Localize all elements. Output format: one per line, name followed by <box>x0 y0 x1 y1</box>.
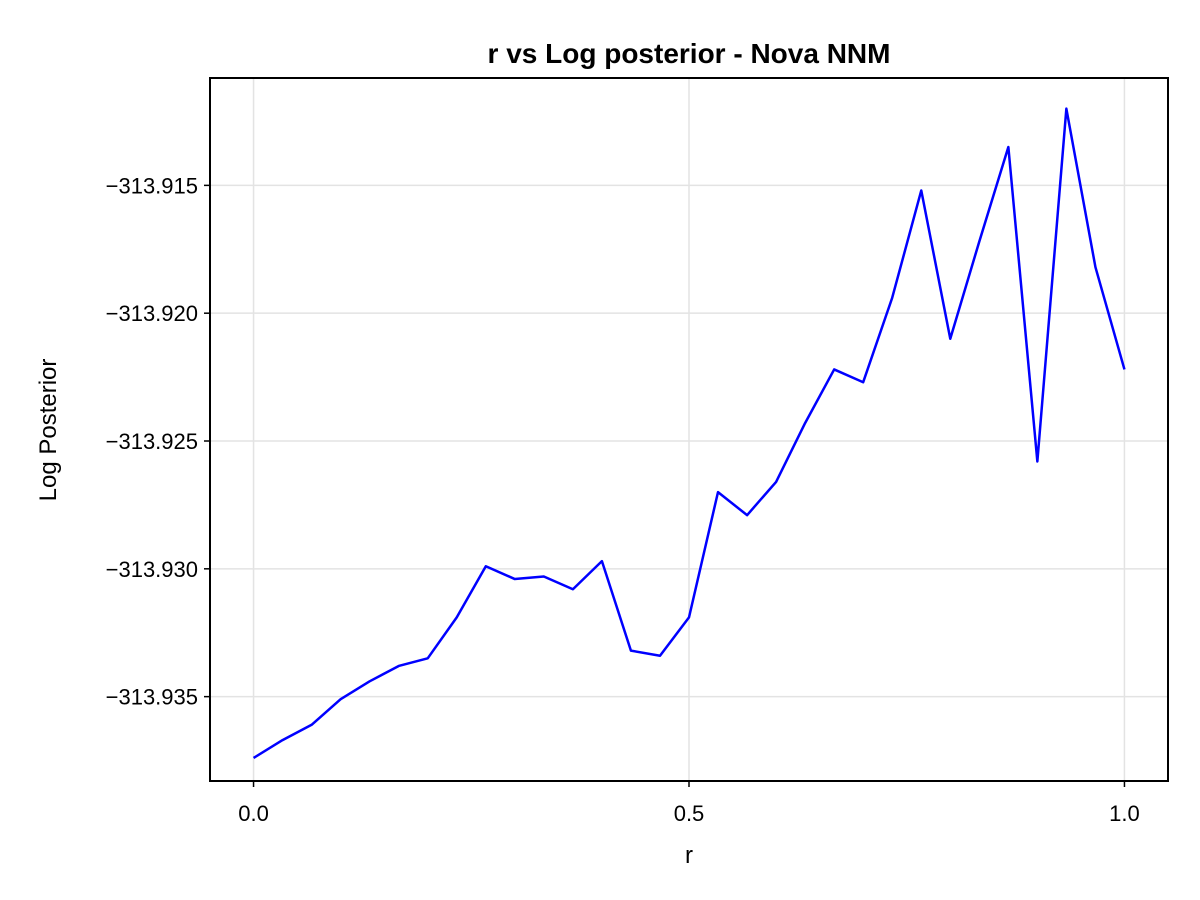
x-tick-label: 0.5 <box>674 801 705 826</box>
y-axis-label: Log Posterior <box>35 359 62 502</box>
series-line <box>252 107 1126 760</box>
y-tick-label: −313.925 <box>106 429 198 454</box>
x-axis-label: r <box>685 842 693 869</box>
y-tick-label: −313.920 <box>106 301 198 326</box>
x-tick-label: 0.0 <box>238 801 269 826</box>
grid <box>210 78 1168 781</box>
y-tick-label: −313.930 <box>106 557 198 582</box>
chart-title: r vs Log posterior - Nova NNM <box>488 38 891 69</box>
y-tick-label: −313.915 <box>106 173 198 198</box>
y-tick-label: −313.935 <box>106 685 198 710</box>
x-tick-label: 1.0 <box>1109 801 1140 826</box>
ticks: 0.0 0.5 1.0 −313.935 −313.930 −313.925 −313.92… <box>106 173 1140 826</box>
series-layer <box>252 107 1126 760</box>
